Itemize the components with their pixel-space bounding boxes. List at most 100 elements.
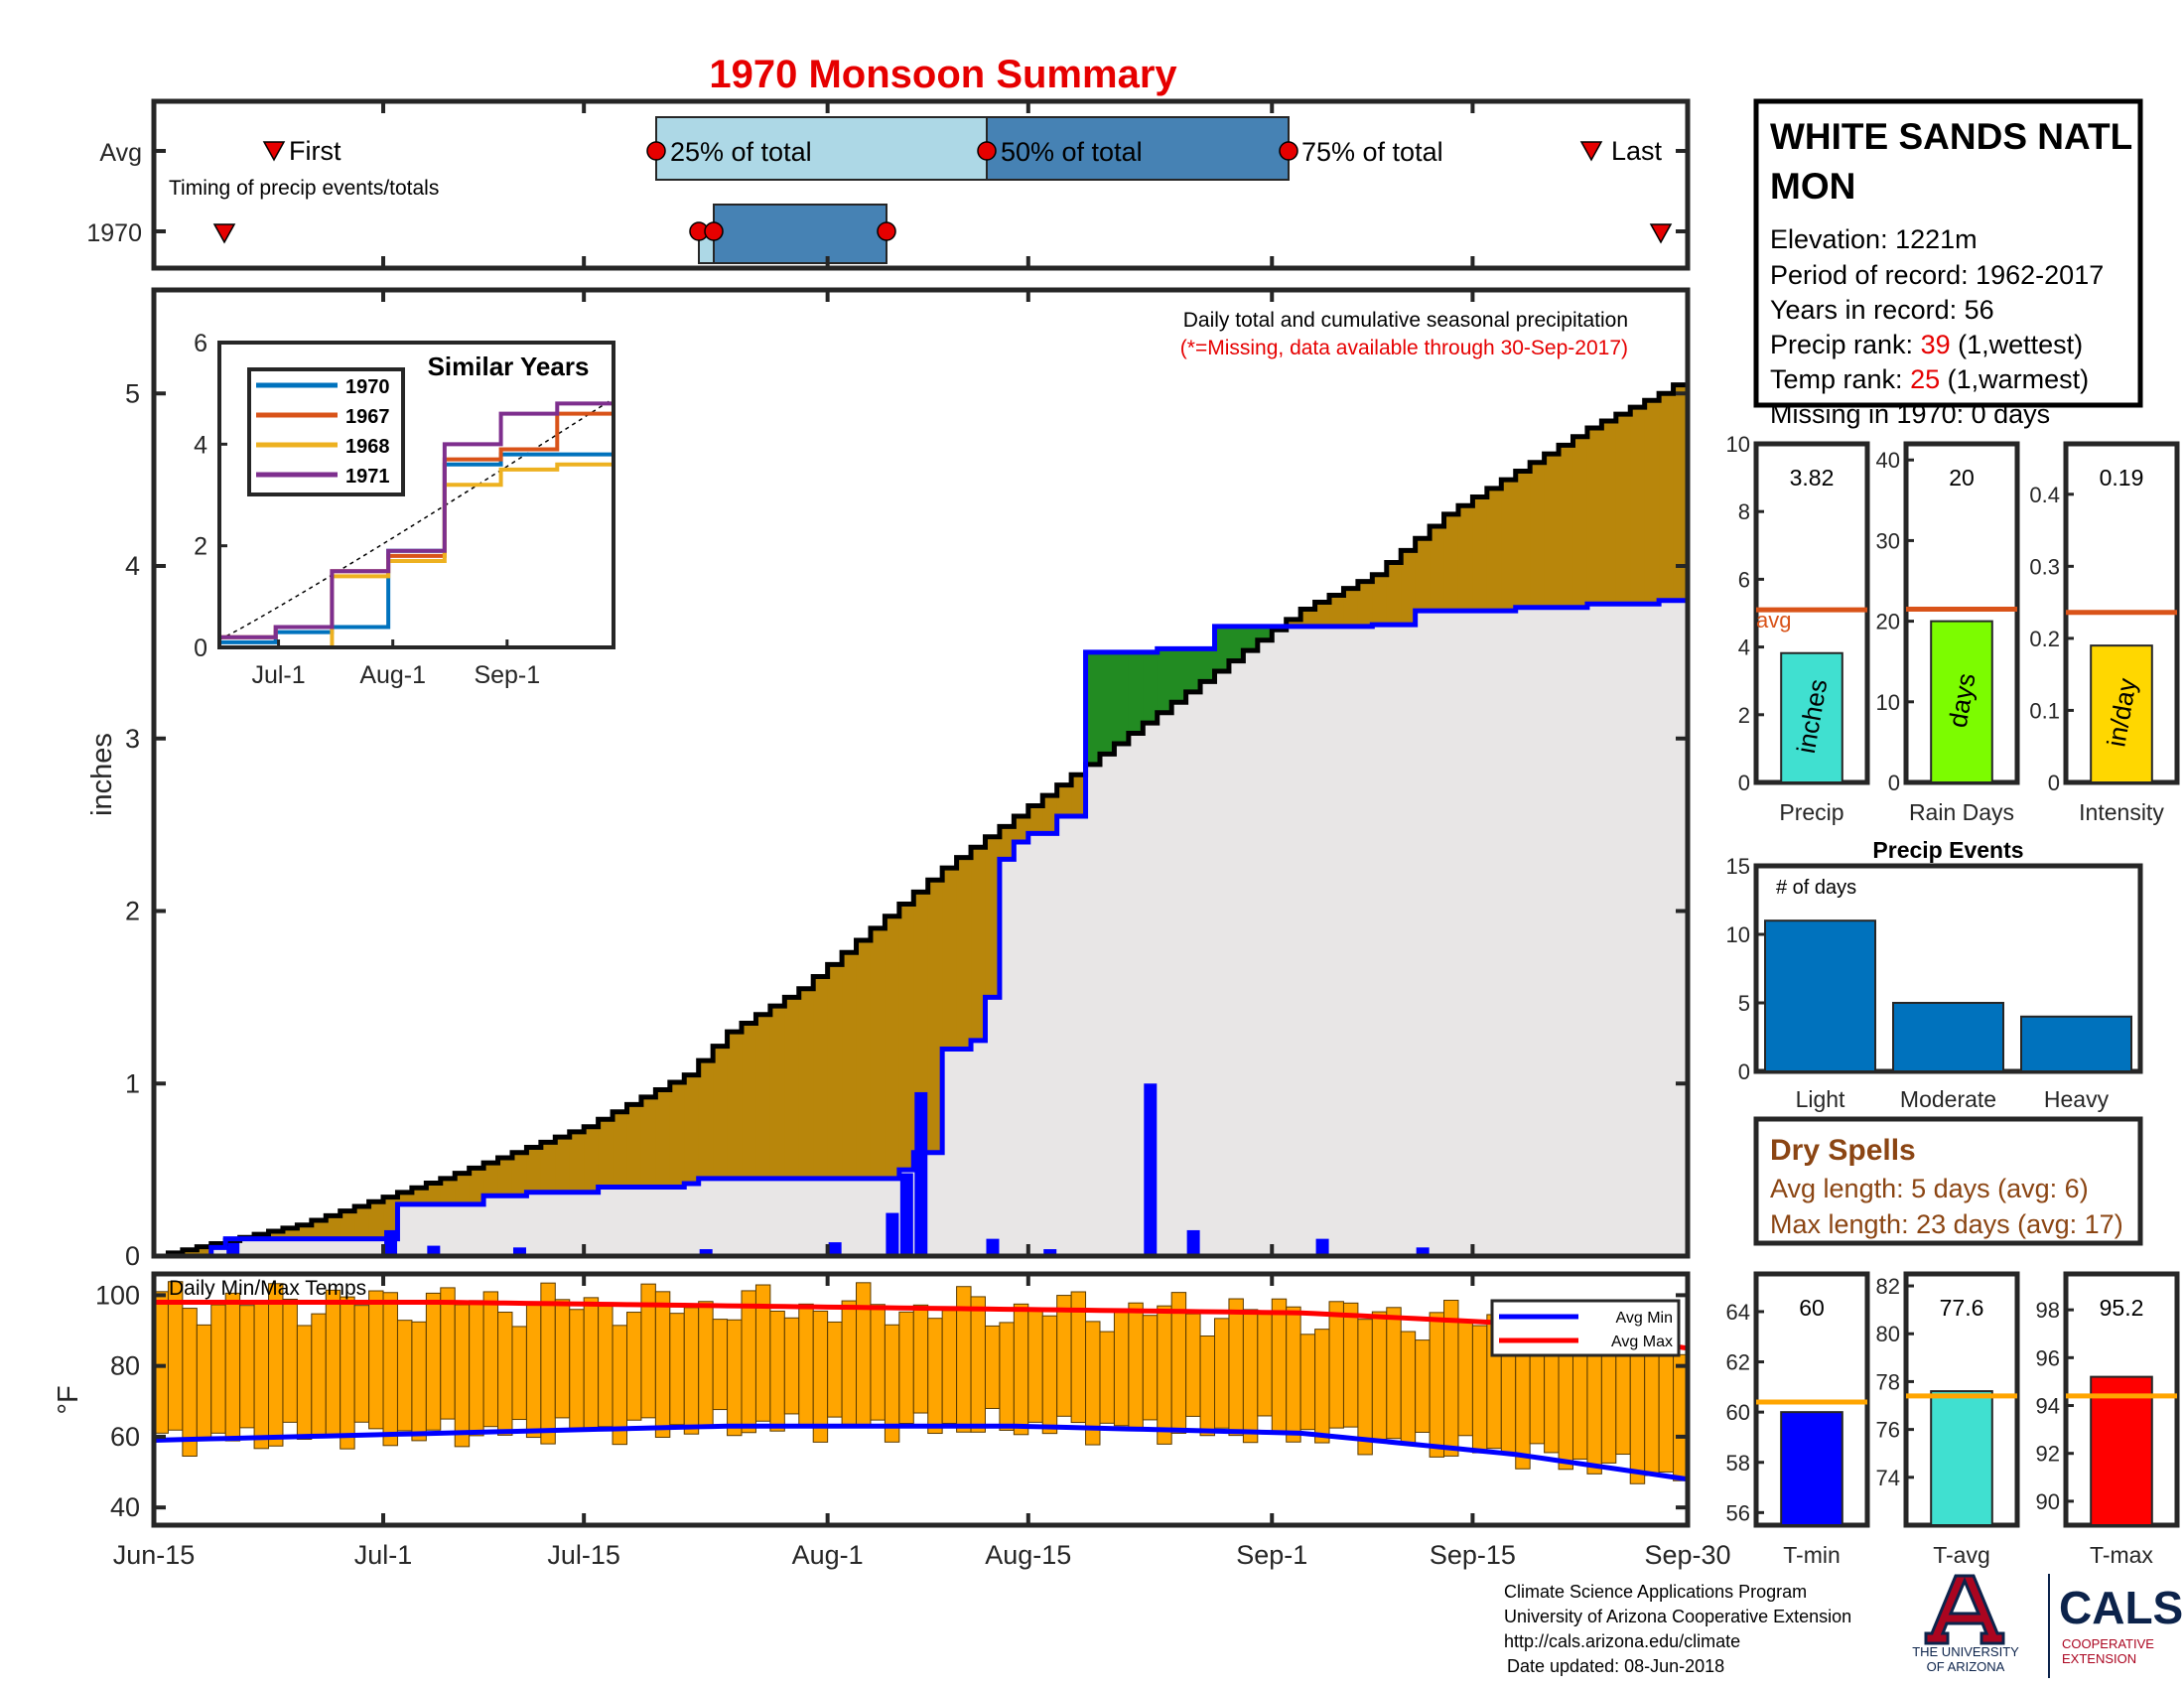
quantile-marker-icon	[1279, 141, 1298, 161]
cumulative-fill-segment	[282, 1238, 298, 1256]
summary-y-tick-label: 78	[1876, 1369, 1900, 1394]
cumulative-fill-segment	[827, 1178, 843, 1256]
daily-temp-range-bar	[654, 1291, 671, 1439]
inset-x-tick-label: Sep-1	[474, 661, 540, 689]
temp-rank-prefix: Temp rank:	[1770, 364, 1910, 394]
daily-temp-range-bar	[540, 1282, 556, 1445]
below-average-segment	[1457, 505, 1474, 612]
events-y-tick-label: 10	[1726, 922, 1750, 947]
above-average-segment	[1099, 651, 1116, 755]
daily-temp-range-bar	[1041, 1315, 1058, 1435]
daily-temp-range-bar	[1429, 1312, 1445, 1458]
below-average-segment	[655, 1089, 671, 1188]
station-precip-rank: Precip rank: 39 (1,wettest)	[1770, 330, 2083, 359]
inset-average-line	[218, 397, 614, 640]
figure-title: 1970 Monsoon Summary	[709, 53, 1177, 96]
below-average-segment	[669, 1082, 685, 1188]
event-count-bar	[1764, 919, 1876, 1073]
cumulative-fill-segment	[1586, 604, 1602, 1256]
summary-category-label: T-avg	[1933, 1542, 1990, 1568]
summary-y-tick-label: 8	[1738, 499, 1750, 524]
cumulative-fill-segment	[1300, 626, 1316, 1256]
cals-logo-line2: EXTENSION	[2062, 1651, 2136, 1666]
below-average-segment	[1386, 562, 1402, 626]
timing-row-year: 1970	[86, 219, 142, 247]
daily-precip-bar	[427, 1245, 441, 1256]
below-average-segment	[1615, 414, 1631, 605]
above-average-segment	[1128, 651, 1144, 734]
temp-y-tick-label: 80	[110, 1351, 140, 1381]
cumulative-fill-segment	[1601, 604, 1617, 1256]
main-y-tick-label: 1	[125, 1068, 140, 1098]
cumulative-fill-segment	[1530, 607, 1546, 1256]
daily-temp-range-bar	[382, 1292, 398, 1447]
below-average-segment	[1601, 421, 1617, 605]
summary-y-tick-label: 98	[2036, 1298, 2060, 1323]
above-average-segment	[1214, 626, 1230, 671]
main-y-ticks: 0 1 2 3 4 5	[125, 378, 1688, 1271]
precip-rank-prefix: Precip rank:	[1770, 330, 1921, 359]
station-name-line2: MON	[1770, 166, 1855, 207]
daily-temp-range-bar	[1571, 1340, 1588, 1460]
main-y-label: inches	[86, 733, 118, 816]
daily-temp-range-bar	[598, 1304, 614, 1428]
main-legend-line2: (*=Missing, data available through 30-Se…	[1180, 337, 1628, 359]
inset-legend-items: 1970 1967 1968 1971	[256, 376, 390, 488]
below-average-segment	[885, 915, 900, 1179]
summary-value-bar	[2090, 644, 2153, 783]
q75-label: 75% of total	[1301, 137, 1443, 167]
cumulative-fill-segment	[655, 1187, 671, 1256]
main-precip-chart: 0 1 2 3 4 5 inches Daily total and cumulative…	[86, 287, 1691, 1271]
daily-temp-range-bar	[1157, 1305, 1172, 1445]
summary-category-label: Precip	[1779, 799, 1843, 825]
cumulative-fill-segment	[1042, 833, 1058, 1256]
below-average-segment	[282, 1227, 298, 1239]
daily-temp-range-bar	[583, 1297, 600, 1430]
daily-temp-range-bar	[1386, 1307, 1402, 1440]
daily-temp-range-bar	[1113, 1308, 1130, 1427]
cumulative-fill-segment	[1401, 625, 1417, 1256]
daily-temp-range-bar	[1013, 1303, 1029, 1436]
cumulative-fill-segment	[268, 1238, 284, 1256]
precip-avg-label: avg	[1756, 608, 1791, 633]
daily-temp-range-bar	[912, 1304, 929, 1414]
below-average-segment	[698, 1060, 714, 1179]
summary-y-tick-label: 0.2	[2029, 627, 2060, 651]
cumulative-fill-segment	[555, 1192, 571, 1256]
summary-y-tick-label: 0	[1738, 771, 1750, 795]
daily-temp-range-bar	[1400, 1331, 1417, 1446]
inset-frame	[217, 341, 615, 649]
summary-value-text: 60	[1799, 1295, 1825, 1321]
cumulative-fill-segment	[397, 1203, 413, 1256]
below-average-segment	[1659, 393, 1675, 601]
t-min-panel: 56 58 60 62 64 60 T-min	[1726, 1271, 1870, 1568]
cumulative-fill-segment	[426, 1203, 442, 1256]
footer-line3: http://cals.arizona.edu/climate	[1504, 1631, 1740, 1651]
main-fills	[168, 384, 1689, 1256]
above-average-segment	[1114, 651, 1130, 744]
cumulative-fill-segment	[469, 1203, 484, 1256]
daily-precip-bar	[1315, 1238, 1329, 1256]
event-count-bar	[2020, 1015, 2132, 1072]
below-average-segment	[613, 1111, 628, 1188]
quantile-marker-icon	[646, 141, 666, 161]
daily-temp-range-bar	[1471, 1325, 1488, 1454]
below-average-segment	[197, 1246, 212, 1256]
temp-label: Daily Min/Max Temps	[169, 1277, 366, 1300]
below-average-segment	[354, 1205, 370, 1239]
daily-precip-bar	[828, 1242, 842, 1256]
date-tick-label: Sep-15	[1430, 1540, 1516, 1570]
cumulative-fill-segment	[813, 1178, 829, 1256]
below-average-segment	[326, 1215, 341, 1239]
summary-value-text: 3.82	[1790, 465, 1835, 491]
cumulative-fill-segment	[856, 1178, 872, 1256]
temp-legend-box	[1490, 1299, 1681, 1357]
daily-temp-range-bar	[482, 1291, 499, 1428]
inset-x-tick-label: Jul-1	[251, 661, 305, 689]
first-label: First	[289, 136, 341, 166]
daily-temp-range-bar	[669, 1313, 685, 1426]
cumulative-fill-segment	[1272, 630, 1288, 1256]
station-frame	[1753, 98, 2143, 408]
below-average-segment	[1042, 795, 1058, 834]
